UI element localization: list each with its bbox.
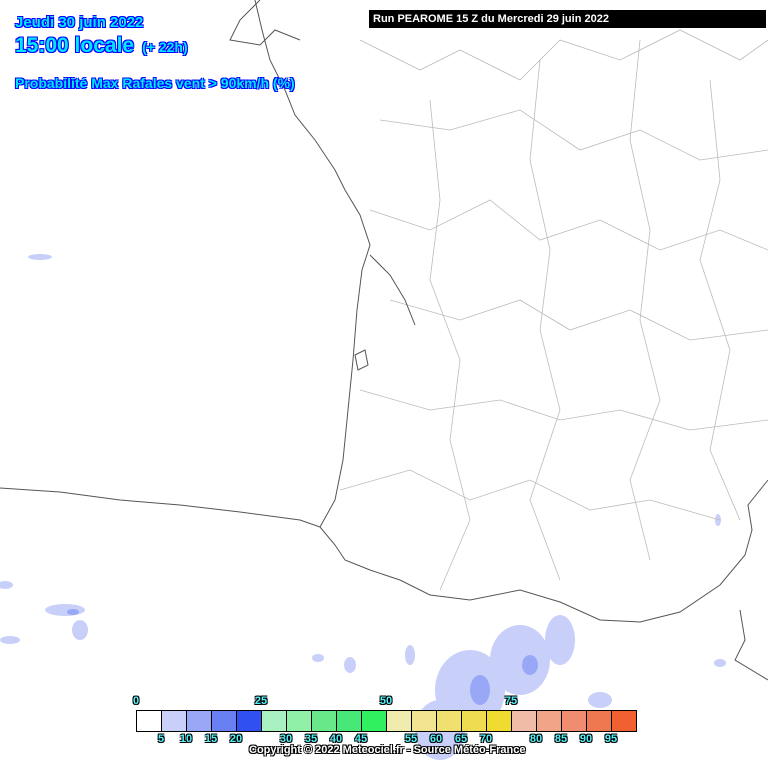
run-info: Run PEAROME 15 Z du Mercredi 29 juin 202… [369,10,766,28]
local-time: 15:00 locale [15,34,135,57]
probability-areas [0,254,726,760]
legend-swatch [387,711,412,731]
lead-time: (+ 22h) [142,39,188,55]
legend-label-bottom: 10 [179,733,193,745]
legend-swatch [137,711,162,731]
legend-swatch [162,711,187,731]
legend-label-bottom: 95 [604,733,618,745]
legend-label-bottom: 80 [529,733,543,745]
legend-label-bottom: 60 [429,733,443,745]
legend-swatch [537,711,562,731]
legend-swatch [587,711,612,731]
legend-label-bottom: 85 [554,733,568,745]
legend-swatch [212,711,237,731]
forecast-time: 15:00 locale (+ 22h) [15,34,188,58]
legend-label-bottom: 90 [579,733,593,745]
legend-label-bottom: 55 [404,733,418,745]
legend-label-top: 25 [254,695,268,707]
color-legend [136,710,637,732]
probability-areas-medium [67,609,538,705]
legend-swatch [262,711,287,731]
legend-swatch [562,711,587,731]
legend-swatch [362,711,387,731]
legend-swatch [462,711,487,731]
legend-label-bottom: 30 [279,733,293,745]
legend-label-bottom: 70 [479,733,493,745]
legend-label-bottom: 15 [204,733,218,745]
legend-label-top: 75 [504,695,518,707]
legend-label-bottom: 35 [304,733,318,745]
parameter-title: Probabilité Max Rafales vent > 90km/h (%… [15,75,295,91]
forecast-date: Jeudi 30 juin 2022 [15,14,144,31]
legend-label-top: 0 [132,695,140,707]
legend-label-bottom: 45 [354,733,368,745]
department-borders [339,29,768,591]
legend-label-bottom: 65 [454,733,468,745]
legend-label-bottom: 5 [157,733,165,745]
legend-label-bottom: 20 [229,733,243,745]
legend-swatch [287,711,312,731]
legend-swatch [337,711,362,731]
coastline [0,0,768,681]
legend-swatch [237,711,262,731]
legend-swatch [512,711,537,731]
legend-swatch [312,711,337,731]
legend-swatch [187,711,212,731]
legend-swatch [612,711,636,731]
legend-label-bottom: 40 [329,733,343,745]
legend-label-top: 50 [379,695,393,707]
legend-swatch [437,711,462,731]
legend-swatch [487,711,512,731]
copyright: Copyright © 2022 Meteociel.fr - Source M… [249,744,526,756]
legend-swatch [412,711,437,731]
